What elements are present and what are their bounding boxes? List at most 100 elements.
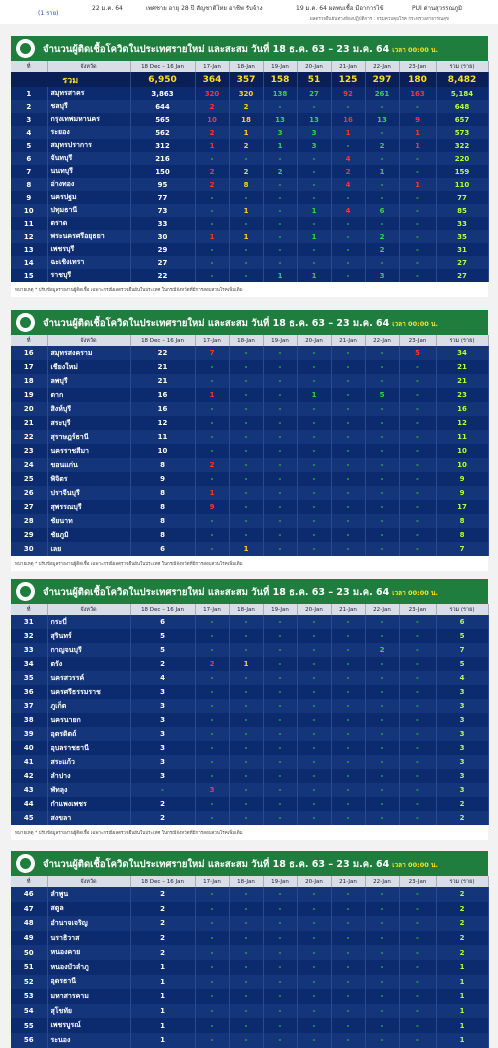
cell: 3 bbox=[436, 727, 489, 741]
cell: - bbox=[365, 974, 400, 990]
cell: - bbox=[331, 346, 366, 360]
data-table: ที่ จังหวัด 18 Dec – 16 Jan 17-Jan 18-Jan 19-… bbox=[11, 335, 489, 556]
cell: 39 bbox=[11, 727, 48, 741]
cell: - bbox=[229, 444, 264, 458]
cell: - bbox=[365, 416, 400, 430]
cell: 35 bbox=[436, 230, 489, 243]
cell: - bbox=[365, 1003, 400, 1019]
cell: - bbox=[263, 204, 298, 217]
cell: - bbox=[399, 402, 437, 416]
province: ภูเก็ต bbox=[47, 699, 131, 713]
cell: 6 bbox=[436, 615, 489, 629]
cell: 30 bbox=[130, 230, 196, 243]
cell: - bbox=[399, 416, 437, 430]
cell: - bbox=[399, 458, 437, 472]
cell: - bbox=[229, 217, 264, 230]
cell: 22 bbox=[130, 346, 196, 360]
cell: - bbox=[331, 713, 366, 727]
cell: - bbox=[229, 783, 264, 797]
column-header: ที่ bbox=[11, 335, 48, 346]
cell: - bbox=[331, 528, 366, 542]
cell: - bbox=[399, 811, 437, 825]
cell: 565 bbox=[130, 113, 196, 126]
data-row: 13 เพชรบุรี 29- - - - -2-31 bbox=[11, 243, 489, 256]
data-row: 6 จันทบุรี 216- - - -4- -220 bbox=[11, 152, 489, 165]
cell: 20 bbox=[11, 402, 48, 416]
cell: - bbox=[297, 430, 332, 444]
cell: - bbox=[331, 615, 366, 629]
cell: - bbox=[263, 974, 298, 990]
cell: 2 bbox=[130, 797, 196, 811]
cell: 11 bbox=[130, 430, 196, 444]
cell: 1 bbox=[436, 1003, 489, 1019]
cell: - bbox=[365, 959, 400, 975]
cell: - bbox=[297, 486, 332, 500]
cell: 33 bbox=[436, 217, 489, 230]
table-panel: จำนวนผู้ติดเชื้อโควิดในประเทศรายใหม่ และ… bbox=[11, 310, 489, 571]
column-header: 20-Jan bbox=[297, 61, 332, 72]
cell: - bbox=[331, 916, 366, 931]
cell: - bbox=[365, 256, 400, 269]
cell: 21 bbox=[436, 374, 489, 388]
column-header: 17-Jan bbox=[195, 876, 230, 887]
cell: - bbox=[297, 472, 332, 486]
cell: - bbox=[365, 360, 400, 374]
total-cell: 180 bbox=[399, 72, 437, 87]
cell: 22 bbox=[11, 430, 48, 444]
cell: - bbox=[263, 243, 298, 256]
data-table: ที่ จังหวัด 18 Dec – 16 Jan 17-Jan 18-Jan 19-… bbox=[11, 61, 489, 282]
data-row: 29 ชัยภูมิ 8- - - - - - -8 bbox=[11, 528, 489, 542]
data-row: 28 ชัยนาท 8- - - - - - -8 bbox=[11, 514, 489, 528]
logo-inner bbox=[20, 858, 31, 869]
cell: 5 bbox=[436, 657, 489, 671]
cell: - bbox=[229, 256, 264, 269]
province: ตรัง bbox=[47, 657, 131, 671]
cell: 322 bbox=[436, 139, 489, 152]
cell: - bbox=[365, 930, 400, 946]
cell: - bbox=[229, 643, 264, 657]
province: ราชบุรี bbox=[47, 269, 131, 282]
data-row: 25 พิจิตร 9- - - - - - -9 bbox=[11, 472, 489, 486]
strip-source: PUI ด่านสุวรรณภูมิ bbox=[412, 5, 463, 12]
cell: - bbox=[399, 1018, 437, 1033]
logo-inner bbox=[20, 586, 31, 597]
cell: - bbox=[297, 458, 332, 472]
province: สมุทรสงคราม bbox=[47, 346, 131, 360]
province: สุราษฎร์ธานี bbox=[47, 430, 131, 444]
cell: 3 bbox=[130, 699, 196, 713]
province: ปราจีนบุรี bbox=[47, 486, 131, 500]
cell: 1 bbox=[436, 1032, 489, 1048]
cell: 6 bbox=[11, 152, 48, 165]
cell: - bbox=[399, 1003, 437, 1019]
cell: - bbox=[331, 989, 366, 1004]
cell: - bbox=[195, 769, 230, 783]
cell: - bbox=[229, 974, 264, 990]
data-row: 21 สระบุรี 12- - - - - - -12 bbox=[11, 416, 489, 430]
cell: 216 bbox=[130, 152, 196, 165]
cell: - bbox=[399, 887, 437, 902]
cell: - bbox=[297, 1003, 332, 1019]
column-header: ที่ bbox=[11, 876, 48, 887]
cell: - bbox=[263, 402, 298, 416]
footnote: หมายเหตุ * ปรับข้อมูลรายงานผู้ติดเชื้อ เ… bbox=[15, 562, 243, 567]
cell: - bbox=[263, 615, 298, 629]
footnote: หมายเหตุ * ปรับข้อมูลรายงานผู้ติดเชื้อ เ… bbox=[15, 831, 243, 836]
cell: 3 bbox=[195, 783, 230, 797]
province: ระยอง bbox=[47, 126, 131, 139]
cell: - bbox=[263, 989, 298, 1004]
cell: - bbox=[229, 528, 264, 542]
cell: 11 bbox=[436, 430, 489, 444]
cell: - bbox=[263, 528, 298, 542]
cell: 1 bbox=[229, 126, 264, 139]
cell: - bbox=[263, 514, 298, 528]
cell: - bbox=[365, 178, 400, 191]
column-header-row: ที่ จังหวัด 18 Dec – 16 Jan 17-Jan 18-Jan 19-… bbox=[11, 876, 489, 887]
cell: 2 bbox=[229, 165, 264, 178]
column-header: 22-Jan bbox=[365, 335, 400, 346]
column-header: 22-Jan bbox=[365, 604, 400, 615]
province: นราธิวาส bbox=[47, 930, 131, 946]
total-cell: 158 bbox=[263, 72, 298, 87]
province: นครราชสีมา bbox=[47, 444, 131, 458]
cell: - bbox=[365, 699, 400, 713]
cell: 2 bbox=[130, 657, 196, 671]
